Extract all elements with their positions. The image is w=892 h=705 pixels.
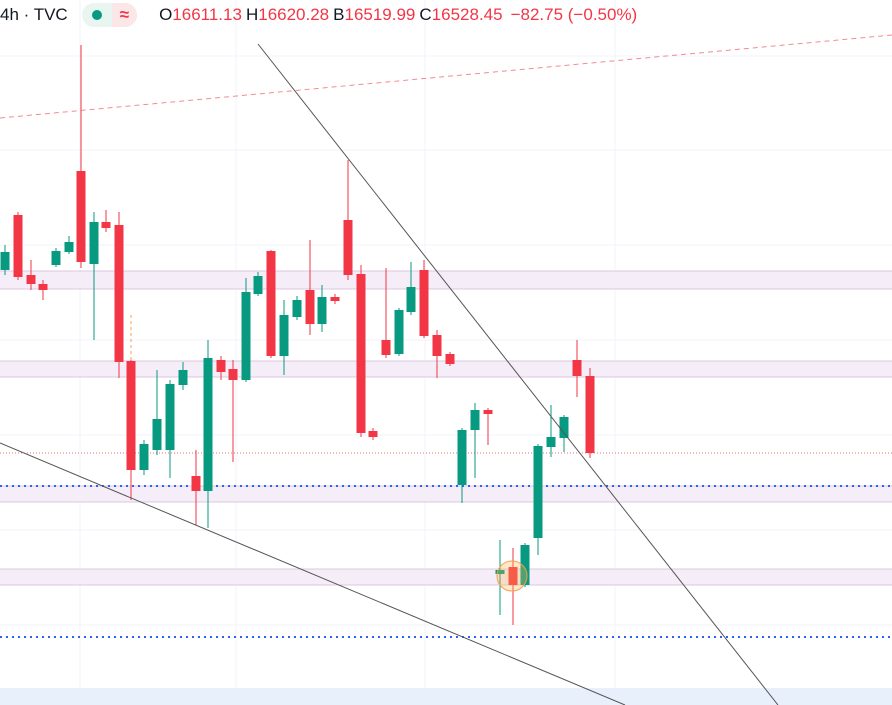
status[interactable]: ≈ bbox=[81, 3, 138, 27]
ohlc-value: 16519.99 bbox=[344, 5, 416, 24]
ohlc-value: 16528.45 bbox=[431, 5, 503, 24]
candle-body bbox=[178, 370, 188, 385]
highlight bbox=[496, 560, 528, 592]
ohlc-label: B bbox=[333, 5, 345, 24]
candle-body bbox=[253, 276, 263, 294]
trend-line bbox=[0, 442, 626, 705]
candle-body bbox=[432, 335, 442, 356]
candle-body bbox=[533, 446, 543, 538]
candle-body bbox=[520, 545, 530, 585]
candle-body bbox=[0, 252, 10, 270]
candle-body bbox=[419, 270, 429, 336]
candle-body bbox=[266, 251, 276, 356]
candle-body bbox=[228, 369, 238, 380]
candle-body bbox=[292, 300, 302, 317]
candle-body bbox=[394, 310, 404, 354]
candle-body bbox=[445, 354, 455, 364]
candle-body bbox=[495, 570, 505, 574]
ohlc-value: 16620.28 bbox=[258, 5, 330, 24]
candle-body bbox=[139, 444, 149, 470]
bottom-band bbox=[0, 688, 892, 705]
change: −82.75 (−0.50%) bbox=[510, 5, 638, 24]
ohlc-label: O bbox=[159, 5, 173, 24]
candle-body bbox=[26, 275, 36, 284]
candle-body bbox=[457, 430, 467, 485]
candle-body bbox=[356, 274, 366, 433]
ohlc-value: 16611.13 bbox=[172, 5, 242, 24]
candle-body bbox=[152, 419, 162, 450]
legend: 4h · TVC ≈ O16611.13 H16620.28 B16519.99 C1… bbox=[0, 0, 637, 30]
candle-body bbox=[13, 215, 23, 277]
candle-body bbox=[546, 437, 556, 447]
candle-body bbox=[191, 476, 201, 491]
candle-body bbox=[114, 225, 124, 362]
candles bbox=[0, 45, 595, 625]
candle-body bbox=[76, 171, 86, 262]
candle-body bbox=[38, 284, 48, 290]
dot bbox=[91, 10, 102, 20]
candle-body bbox=[241, 292, 251, 380]
candle-body bbox=[381, 340, 391, 355]
symbol: 4h · TVC bbox=[0, 5, 68, 24]
candle-body bbox=[203, 358, 213, 491]
candle-body bbox=[126, 361, 136, 470]
candle-body bbox=[508, 567, 518, 585]
candle-body bbox=[101, 222, 111, 228]
candle-body bbox=[305, 290, 315, 324]
candle-body bbox=[51, 251, 61, 265]
candle-body bbox=[368, 431, 378, 437]
candle-body bbox=[470, 410, 480, 430]
candle-body bbox=[559, 417, 569, 438]
trend-line bbox=[257, 43, 779, 705]
candle-body bbox=[216, 360, 226, 372]
dashed-line bbox=[0, 34, 892, 119]
ohlc: O16611.13 H16620.28 B16519.99 C16528.45 bbox=[155, 5, 503, 25]
candle-body bbox=[572, 360, 582, 376]
ohlc-label: C bbox=[419, 5, 432, 24]
candle-body bbox=[165, 384, 175, 450]
candle-body bbox=[330, 297, 340, 301]
candle-body bbox=[279, 315, 289, 356]
candle-body bbox=[483, 410, 493, 414]
candle-body bbox=[64, 242, 74, 252]
candle-body bbox=[406, 287, 416, 312]
candle-body bbox=[585, 376, 595, 453]
icon: ≈ bbox=[111, 3, 138, 27]
ohlc-label: H bbox=[245, 5, 259, 24]
candle-body bbox=[343, 220, 353, 275]
candle-body bbox=[317, 297, 327, 324]
candle-body bbox=[89, 222, 99, 264]
